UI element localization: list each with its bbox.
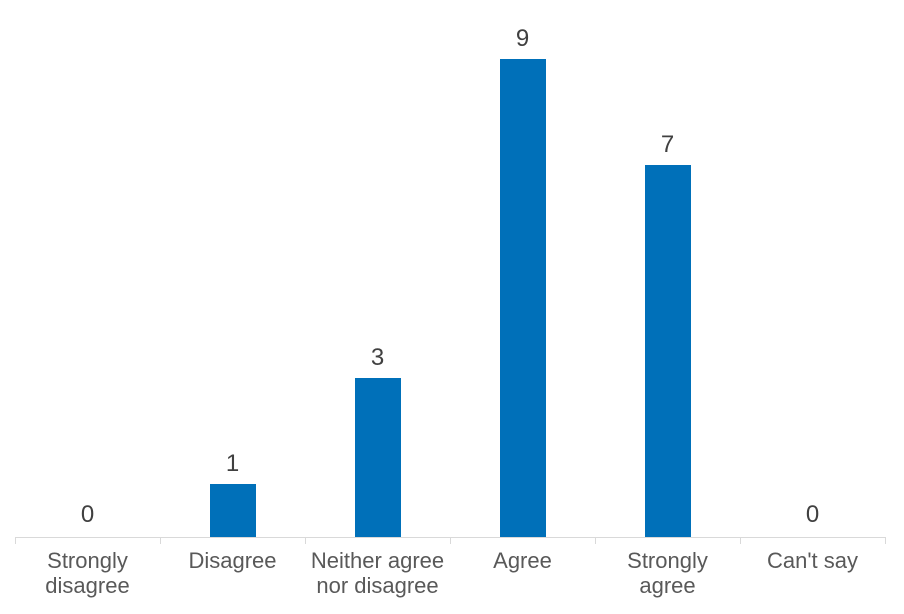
axis-tick: [450, 538, 451, 544]
bar-cell: 0: [740, 0, 885, 537]
bar-cell: 9: [450, 0, 595, 537]
axis-tick: [15, 538, 16, 544]
category-label: Neither agree nor disagree: [310, 548, 445, 598]
axis-tick: [595, 538, 596, 544]
axis-tick: [885, 538, 886, 544]
bar-cell: 0: [15, 0, 160, 537]
category-label: Strongly disagree: [45, 548, 130, 598]
value-label: 3: [370, 343, 385, 371]
bar-cell: 3: [305, 0, 450, 537]
category-label: Strongly agree: [627, 548, 708, 598]
value-label: 9: [515, 25, 530, 52]
x-axis-line: [15, 537, 886, 544]
category-label: Disagree: [188, 548, 277, 573]
value-label: 1: [225, 449, 240, 477]
bar: [499, 59, 546, 537]
bar: [209, 483, 256, 537]
category-label: Agree: [493, 548, 552, 573]
axis-tick: [305, 538, 306, 544]
plot-area: 0 1 3 9 7 0: [15, 0, 885, 537]
bar: [354, 377, 401, 537]
axis-tick: [740, 538, 741, 544]
bar-cell: 1: [160, 0, 305, 537]
axis-tick: [160, 538, 161, 544]
bar: [644, 165, 691, 537]
x-axis-labels: Strongly disagree Disagree Neither agree n…: [15, 548, 885, 598]
value-label: 7: [660, 131, 675, 159]
value-label: 0: [80, 501, 95, 528]
category-label: Can't say: [766, 548, 859, 573]
value-label: 0: [805, 501, 820, 528]
bar-cell: 7: [595, 0, 740, 537]
